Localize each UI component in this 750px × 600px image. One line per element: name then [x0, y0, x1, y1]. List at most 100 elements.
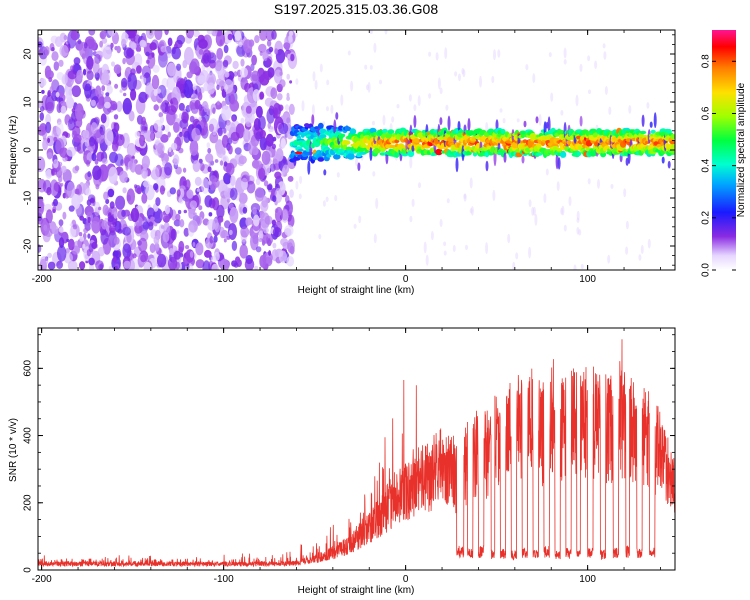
spectrogram-cell: [259, 91, 265, 100]
spectrogram-cell: [457, 120, 461, 132]
spectrogram-cell: [443, 241, 447, 247]
spectrogram-cell: [375, 198, 379, 209]
spectrogram-cell: [284, 104, 290, 111]
spectrogram-cell: [139, 134, 146, 147]
spectrogram-cell: [109, 225, 116, 233]
colorbar-tick-label: 0.8: [701, 54, 712, 68]
spectrogram-cell: [228, 145, 233, 155]
spectrogram-cell: [162, 231, 170, 243]
spectrogram-cell: [191, 127, 201, 142]
spectrogram-cell: [602, 43, 606, 49]
spectrogram-cell: [497, 49, 501, 58]
spectrogram-cell: [254, 187, 265, 202]
spectrogram-cell: [173, 121, 180, 133]
spectrogram-cell: [86, 152, 94, 162]
spectrogram-cell: [369, 30, 373, 35]
spectrogram-cell: [285, 195, 290, 204]
spectrogram-cell: [333, 119, 337, 136]
spectrogram-cell: [143, 261, 152, 270]
spectrogram-cell: [121, 38, 127, 48]
x-tick-label: -100: [214, 574, 234, 585]
spectrogram-cell: [669, 140, 675, 145]
spectrogram-cell: [114, 265, 118, 270]
spectrogram-cell: [109, 100, 118, 111]
spectrogram-cell: [157, 84, 167, 99]
spectrogram-cell: [263, 180, 269, 187]
spectrogram-cell: [104, 43, 111, 50]
spectrogram-cell: [482, 146, 488, 152]
spectrogram-cell: [369, 65, 373, 70]
spectrogram-cell: [547, 116, 551, 134]
colorbar-tick-label: 0.4: [701, 158, 712, 172]
spectrogram-cell: [150, 216, 155, 222]
spectrogram-cell: [522, 139, 528, 144]
spectrogram-cell: [197, 75, 207, 85]
spectrogram-cell: [127, 72, 137, 92]
spectrogram-cell: [153, 235, 160, 245]
spectrogram-cell: [560, 207, 564, 215]
spectrogram-cell: [255, 246, 262, 253]
spectrogram-cell: [141, 167, 149, 179]
spectrogram-cell: [267, 233, 272, 238]
spectrogram-cell: [45, 168, 53, 179]
spectrogram-cell: [532, 206, 536, 216]
spectrogram-cell: [347, 153, 355, 160]
spectrogram-cell: [232, 60, 239, 70]
spectrogram-cell: [234, 30, 242, 41]
spectrogram-cell: [49, 86, 54, 92]
spectrogram-cell: [267, 67, 275, 78]
spectrogram-cell: [272, 102, 281, 119]
spectrogram-cell: [160, 45, 167, 53]
spectrogram-cell: [661, 156, 665, 164]
spectrogram-cell: [260, 200, 269, 212]
spectrogram-cell: [283, 42, 291, 50]
spectrogram-cell: [276, 121, 283, 130]
spectrogram-cell: [445, 104, 449, 111]
spectrogram-cell: [253, 160, 263, 170]
spectrogram-cell: [190, 58, 200, 73]
spectrogram-cell: [264, 215, 273, 225]
spectrogram-cell: [66, 181, 76, 199]
spectrogram-cell: [647, 238, 651, 249]
spectrogram-cell: [206, 142, 211, 149]
spectrogram-cell: [169, 187, 176, 195]
spectrogram-cell: [62, 73, 68, 85]
spectrogram-cell: [528, 199, 532, 207]
spectrogram-cell: [254, 265, 259, 270]
spectrogram-cell: [112, 256, 117, 264]
spectrogram-cell: [625, 246, 629, 255]
spectrogram-cell: [603, 51, 607, 60]
spectrogram-cell: [500, 129, 506, 134]
spectrogram-cell: [568, 196, 572, 207]
spectrogram-cell: [97, 246, 105, 257]
spectrogram-cell: [78, 232, 83, 237]
spectrogram-cell: [48, 76, 53, 83]
spectrogram-cell: [353, 223, 357, 229]
spectrogram-cell: [206, 30, 213, 35]
spectrogram-cell: [492, 189, 496, 201]
spectrogram-cell: [102, 204, 109, 216]
spectrogram-cell: [185, 179, 191, 190]
spectrogram-cell: [312, 71, 316, 82]
spectrogram-cell: [58, 59, 64, 67]
spectrogram-cell: [103, 69, 109, 80]
spectrogram-cell: [535, 152, 543, 156]
spectrogram-cell: [95, 260, 104, 270]
spectrogram-cell: [169, 248, 174, 256]
spectrogram-cell: [186, 189, 194, 199]
spectrogram-cell: [112, 250, 119, 257]
spectrogram-cell: [534, 213, 538, 226]
spectrogram-cell: [318, 234, 322, 240]
spectrogram-cell: [38, 244, 42, 253]
spectrogram-cell: [336, 172, 340, 178]
spectrogram-cell: [183, 79, 194, 99]
spectrogram-cell: [203, 52, 210, 64]
spectrogram-cell: [423, 241, 427, 254]
spectrogram-cell: [587, 55, 591, 62]
spectrogram-cell: [102, 46, 112, 60]
spectrogram-cell: [230, 175, 236, 186]
spectrogram-cell: [594, 60, 598, 69]
spectrogram-cell: [186, 71, 193, 79]
spectrogram-cell: [314, 79, 318, 90]
spectrogram-cell: [100, 229, 109, 245]
